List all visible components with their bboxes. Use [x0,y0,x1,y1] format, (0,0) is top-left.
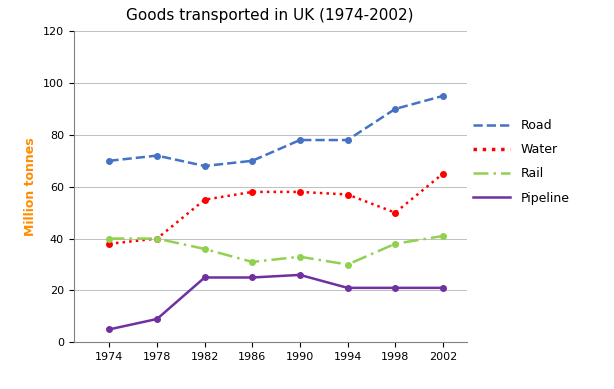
Y-axis label: Million tonnes: Million tonnes [25,137,37,236]
Title: Goods transported in UK (1974-2002): Goods transported in UK (1974-2002) [126,8,414,23]
Legend: Road, Water, Rail, Pipeline: Road, Water, Rail, Pipeline [473,119,569,205]
